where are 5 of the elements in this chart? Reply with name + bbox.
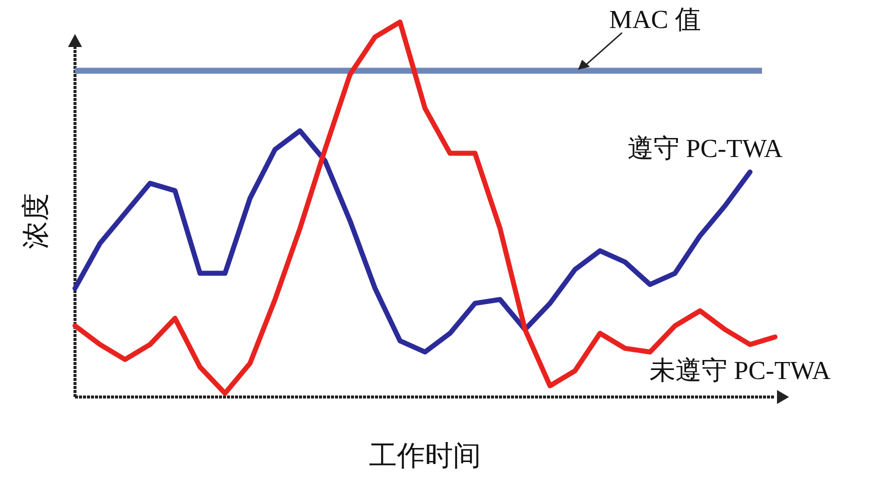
- ref-line-label: MAC 值: [609, 4, 701, 34]
- series-label: 未遵守 PC-TWA: [649, 356, 831, 385]
- series-label: 遵守 PC-TWA: [627, 134, 783, 163]
- y-axis-title: 浓度: [21, 193, 52, 249]
- x-axis-title: 工作时间: [369, 441, 481, 472]
